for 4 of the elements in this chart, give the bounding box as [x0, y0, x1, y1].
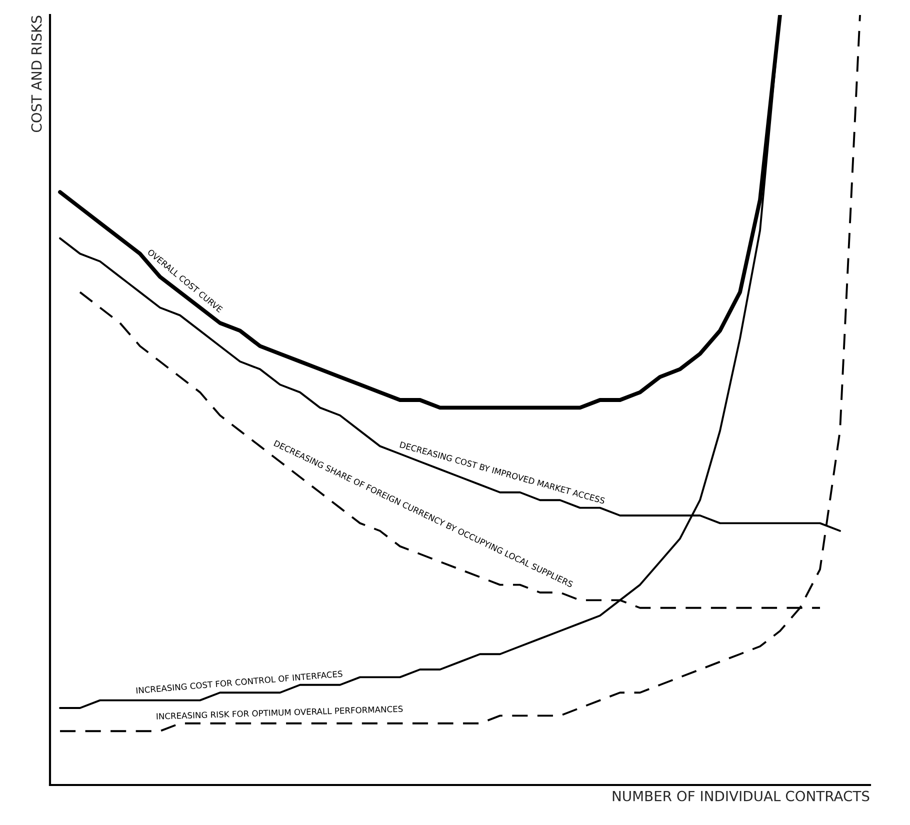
x-axis-title: NUMBER OF INDIVIDUAL CONTRACTS — [612, 790, 870, 802]
series-label: INCREASING RISK FOR OPTIMUM OVERALL PERFORMANCES — [156, 706, 403, 720]
series-label: INCREASING COST FOR CONTROL OF INTERFACES — [136, 670, 342, 694]
y-axis-title: COST AND RISKS — [31, 16, 42, 132]
